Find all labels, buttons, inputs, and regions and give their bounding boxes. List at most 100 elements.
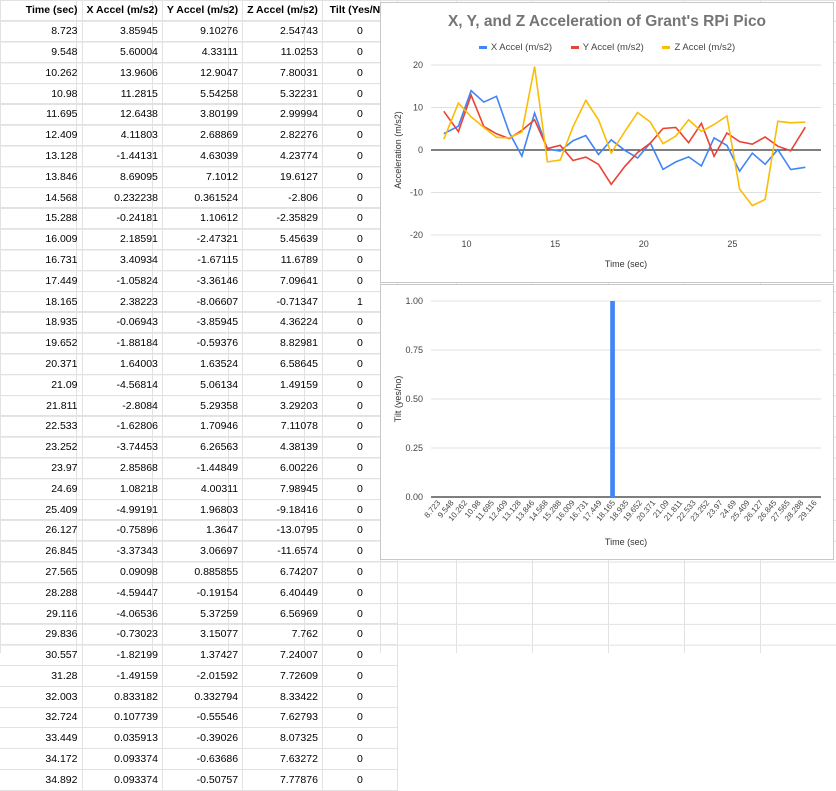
- cell-x-accel[interactable]: -1.44131: [82, 145, 163, 167]
- cell-y-accel[interactable]: -2.47321: [162, 228, 244, 251]
- cell-x-accel[interactable]: -0.06943: [82, 311, 163, 334]
- cell-time[interactable]: 17.449: [0, 270, 83, 292]
- cell-time[interactable]: 9.548: [0, 41, 83, 63]
- cell-x-accel[interactable]: -1.05824: [82, 270, 163, 292]
- cell-z-accel[interactable]: 6.74207: [242, 561, 323, 583]
- cell-x-accel[interactable]: 13.9606: [82, 62, 163, 84]
- cell-time[interactable]: 26.845: [0, 540, 83, 563]
- cell-z-accel[interactable]: 2.54743: [242, 20, 323, 43]
- cell-time[interactable]: 23.252: [0, 436, 83, 459]
- cell-time[interactable]: 27.565: [0, 561, 83, 583]
- cell-z-accel[interactable]: -13.0795: [242, 519, 323, 542]
- cell-tilt[interactable]: 0: [322, 644, 398, 666]
- cell-z-accel[interactable]: 6.00226: [242, 457, 323, 479]
- cell-y-accel[interactable]: 3.80199: [162, 103, 244, 126]
- cell-z-accel[interactable]: 7.72609: [242, 665, 323, 687]
- cell-y-accel[interactable]: -0.63686: [162, 748, 244, 770]
- cell-x-accel[interactable]: 11.2815: [82, 83, 163, 105]
- cell-z-accel[interactable]: 7.24007: [242, 644, 323, 666]
- cell-z-accel[interactable]: -2.35829: [242, 207, 323, 230]
- cell-time[interactable]: 12.409: [0, 124, 83, 147]
- cell-x-accel[interactable]: 5.60004: [82, 41, 163, 63]
- header-time[interactable]: Time (sec): [0, 0, 83, 22]
- cell-z-accel[interactable]: 5.45639: [242, 228, 323, 251]
- cell-z-accel[interactable]: 7.62793: [242, 707, 323, 729]
- cell-tilt[interactable]: 0: [322, 603, 398, 625]
- cell-time[interactable]: 19.652: [0, 332, 83, 355]
- cell-x-accel[interactable]: 1.64003: [82, 353, 163, 375]
- cell-time[interactable]: 13.128: [0, 145, 83, 167]
- cell-z-accel[interactable]: 2.99994: [242, 103, 323, 126]
- cell-time[interactable]: 11.695: [0, 103, 83, 126]
- cell-time[interactable]: 30.557: [0, 644, 83, 666]
- cell-z-accel[interactable]: 5.32231: [242, 83, 323, 105]
- cell-y-accel[interactable]: 5.06134: [162, 374, 244, 396]
- cell-time[interactable]: 29.836: [0, 623, 83, 646]
- cell-tilt[interactable]: 0: [322, 748, 398, 770]
- cell-y-accel[interactable]: 1.63524: [162, 353, 244, 375]
- cell-time[interactable]: 28.288: [0, 582, 83, 604]
- cell-tilt[interactable]: 0: [322, 686, 398, 708]
- cell-y-accel[interactable]: -8.06607: [162, 291, 244, 313]
- cell-z-accel[interactable]: -11.6574: [242, 540, 323, 563]
- cell-tilt[interactable]: 0: [322, 582, 398, 604]
- cell-x-accel[interactable]: -0.73023: [82, 623, 163, 646]
- cell-time[interactable]: 16.009: [0, 228, 83, 251]
- cell-time[interactable]: 34.172: [0, 748, 83, 770]
- cell-time[interactable]: 24.69: [0, 478, 83, 500]
- cell-z-accel[interactable]: 8.07325: [242, 727, 323, 750]
- cell-x-accel[interactable]: -4.99191: [82, 499, 163, 521]
- cell-y-accel[interactable]: -0.55546: [162, 707, 244, 729]
- cell-x-accel[interactable]: -1.88184: [82, 332, 163, 355]
- cell-z-accel[interactable]: 8.82981: [242, 332, 323, 355]
- cell-z-accel[interactable]: 7.77876: [242, 769, 323, 791]
- cell-time[interactable]: 21.811: [0, 395, 83, 417]
- cell-time[interactable]: 10.262: [0, 62, 83, 84]
- cell-z-accel[interactable]: 4.38139: [242, 436, 323, 459]
- cell-z-accel[interactable]: 6.56969: [242, 603, 323, 625]
- cell-z-accel[interactable]: 6.58645: [242, 353, 323, 375]
- cell-y-accel[interactable]: 1.3647: [162, 519, 244, 542]
- cell-y-accel[interactable]: 0.332794: [162, 686, 244, 708]
- cell-y-accel[interactable]: 0.361524: [162, 187, 244, 209]
- cell-x-accel[interactable]: -0.24181: [82, 207, 163, 230]
- cell-y-accel[interactable]: 1.10612: [162, 207, 244, 230]
- cell-time[interactable]: 16.731: [0, 249, 83, 271]
- cell-y-accel[interactable]: 12.9047: [162, 62, 244, 84]
- cell-z-accel[interactable]: 7.63272: [242, 748, 323, 770]
- cell-x-accel[interactable]: 2.18591: [82, 228, 163, 251]
- cell-x-accel[interactable]: -4.56814: [82, 374, 163, 396]
- cell-y-accel[interactable]: 2.68869: [162, 124, 244, 147]
- cell-x-accel[interactable]: -4.59447: [82, 582, 163, 604]
- cell-y-accel[interactable]: 3.15077: [162, 623, 244, 646]
- cell-y-accel[interactable]: -1.44849: [162, 457, 244, 479]
- cell-x-accel[interactable]: -2.8084: [82, 395, 163, 417]
- header-y-accel[interactable]: Y Accel (m/s2): [162, 0, 244, 22]
- cell-x-accel[interactable]: 3.40934: [82, 249, 163, 271]
- cell-x-accel[interactable]: 0.107739: [82, 707, 163, 729]
- cell-z-accel[interactable]: 11.6789: [242, 249, 323, 271]
- cell-tilt[interactable]: 0: [322, 665, 398, 687]
- cell-z-accel[interactable]: 6.40449: [242, 582, 323, 604]
- cell-x-accel[interactable]: 1.08218: [82, 478, 163, 500]
- cell-time[interactable]: 26.127: [0, 519, 83, 542]
- cell-y-accel[interactable]: 0.885855: [162, 561, 244, 583]
- cell-tilt[interactable]: 0: [322, 727, 398, 750]
- cell-time[interactable]: 25.409: [0, 499, 83, 521]
- cell-y-accel[interactable]: -0.19154: [162, 582, 244, 604]
- cell-z-accel[interactable]: -9.18416: [242, 499, 323, 521]
- cell-time[interactable]: 18.165: [0, 291, 83, 313]
- cell-y-accel[interactable]: 5.54258: [162, 83, 244, 105]
- cell-z-accel[interactable]: 19.6127: [242, 166, 323, 188]
- cell-x-accel[interactable]: 4.11803: [82, 124, 163, 147]
- cell-y-accel[interactable]: 7.1012: [162, 166, 244, 188]
- cell-y-accel[interactable]: 4.33111: [162, 41, 244, 63]
- cell-time[interactable]: 29.116: [0, 603, 83, 625]
- cell-x-accel[interactable]: -4.06536: [82, 603, 163, 625]
- cell-y-accel[interactable]: 6.26563: [162, 436, 244, 459]
- cell-z-accel[interactable]: 7.80031: [242, 62, 323, 84]
- cell-time[interactable]: 34.892: [0, 769, 83, 791]
- cell-y-accel[interactable]: -1.67115: [162, 249, 244, 271]
- cell-x-accel[interactable]: 0.093374: [82, 769, 163, 791]
- cell-time[interactable]: 32.003: [0, 686, 83, 708]
